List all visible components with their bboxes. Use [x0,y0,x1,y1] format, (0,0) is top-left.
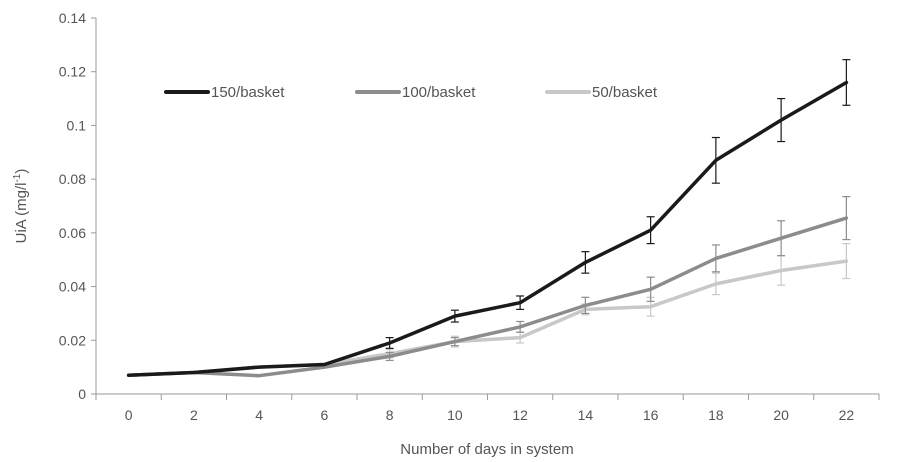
y-axis-title: UiA (mg/l-1) [12,169,30,244]
y-axis-title-close: ) [13,169,30,174]
series-line [126,259,849,377]
y-tick-label: 0.06 [59,225,86,241]
axes [95,18,879,395]
series-100-basket [126,196,851,378]
y-axis-title-main: UiA (mg/l [13,183,30,244]
x-tick-label: 22 [839,407,855,423]
series-line [126,80,849,377]
y-tick-label: 0.14 [59,10,86,26]
x-tick-label: 20 [773,407,789,423]
x-tick-label: 6 [320,407,328,423]
x-tick-label: 10 [447,407,463,423]
x-tick-label: 4 [255,407,263,423]
y-axis-title-superscript: -1 [12,173,23,182]
x-tick-label: 18 [708,407,724,423]
y-tick-label: 0.04 [59,279,86,295]
x-tick-label: 8 [386,407,394,423]
y-tick-label: 0.12 [59,64,86,80]
legend-label: 150/basket [211,84,285,101]
x-tick-label: 14 [578,407,594,423]
x-axis-ticks: 0 2 4 6 8 10 12 14 16 18 20 22 [95,394,880,423]
x-tick-label: 16 [643,407,659,423]
x-tick-label: 0 [125,407,133,423]
legend-label: 50/basket [592,84,658,101]
y-axis-ticks: 0 0.02 0.04 0.06 0.08 0.1 0.12 0.14 [59,10,96,402]
legend: 150/basket 100/basket 50/basket [164,84,658,101]
y-tick-label: 0.08 [59,171,86,187]
legend-label: 100/basket [402,84,476,101]
series-line [126,216,849,378]
series-150-basket [126,59,851,377]
x-tick-label: 2 [190,407,198,423]
y-tick-label: 0.02 [59,332,86,348]
y-tick-label: 0 [78,386,86,402]
x-axis-title: Number of days in system [400,441,573,458]
y-tick-label: 0.1 [67,117,87,133]
series-layer [126,59,851,378]
x-tick-label: 12 [512,407,528,423]
